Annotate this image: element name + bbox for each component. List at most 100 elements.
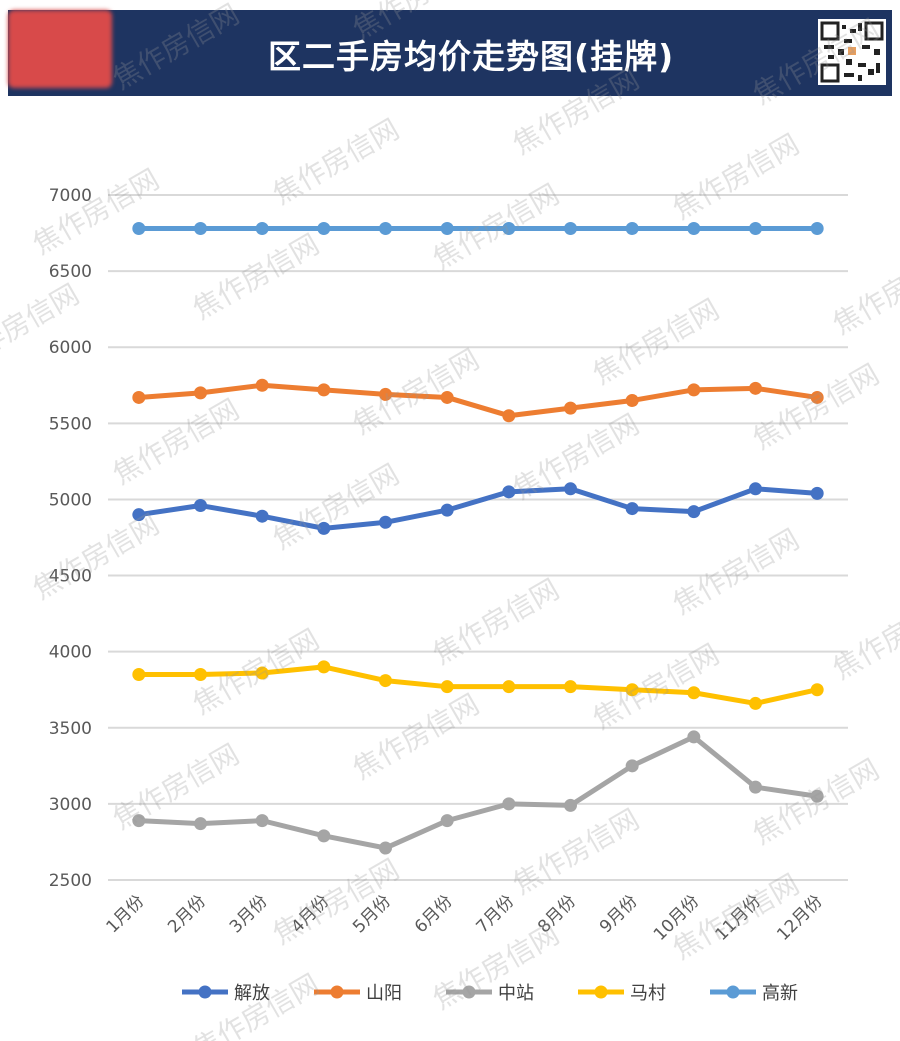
data-point bbox=[749, 696, 762, 710]
data-point bbox=[132, 668, 146, 681]
data-point bbox=[810, 221, 824, 235]
data-point bbox=[440, 221, 454, 235]
data-point bbox=[379, 674, 392, 688]
watermark: 焦作房信网 bbox=[187, 967, 325, 1041]
y-tick-label: 5000 bbox=[49, 490, 92, 510]
series-line-山阳 bbox=[138, 382, 818, 419]
watermark: 焦作房信网 bbox=[267, 457, 405, 556]
legend-label: 中站 bbox=[498, 983, 534, 1004]
series-line-中站 bbox=[138, 734, 818, 851]
data-point bbox=[749, 221, 762, 235]
data-point bbox=[440, 680, 454, 694]
banner-notch bbox=[112, 0, 272, 10]
legend-label: 山阳 bbox=[366, 983, 402, 1004]
data-point bbox=[440, 390, 454, 404]
y-tick-label: 6500 bbox=[49, 262, 92, 282]
data-point bbox=[502, 485, 516, 499]
watermark: 焦作房信网 bbox=[747, 752, 885, 851]
data-point bbox=[255, 814, 269, 828]
data-point bbox=[564, 401, 577, 415]
series-line-马村 bbox=[138, 664, 818, 706]
data-point bbox=[502, 409, 516, 423]
watermark: 焦作房信网 bbox=[827, 587, 900, 686]
data-point bbox=[317, 521, 331, 535]
watermark: 焦作房信网 bbox=[427, 572, 565, 671]
x-tick-label: 9月份 bbox=[596, 891, 642, 937]
watermark: 焦作房信网 bbox=[187, 622, 325, 721]
data-point bbox=[440, 814, 454, 828]
data-point bbox=[810, 390, 824, 404]
data-point bbox=[194, 668, 207, 681]
data-point bbox=[625, 394, 639, 407]
watermark: 焦作房信网 bbox=[107, 0, 245, 96]
data-point bbox=[810, 789, 824, 803]
watermark: 焦作房信网 bbox=[27, 162, 165, 261]
data-point bbox=[255, 509, 269, 523]
data-point bbox=[379, 221, 392, 235]
watermark: 焦作房信网 bbox=[267, 112, 405, 211]
legend-marker bbox=[462, 985, 476, 999]
watermark: 焦作房信网 bbox=[507, 62, 645, 161]
data-point bbox=[749, 482, 762, 496]
data-point bbox=[625, 502, 639, 516]
watermark: 焦作房信网 bbox=[347, 687, 485, 786]
x-tick-label: 3月份 bbox=[226, 891, 272, 937]
data-point bbox=[194, 221, 207, 235]
data-point bbox=[810, 486, 824, 500]
watermark: 焦作房信网 bbox=[747, 357, 885, 456]
data-point bbox=[317, 660, 331, 674]
data-point bbox=[687, 686, 701, 700]
data-point bbox=[132, 221, 146, 235]
y-tick-label: 6000 bbox=[49, 338, 92, 358]
x-tick-label: 1月份 bbox=[103, 891, 149, 937]
blurred-logo bbox=[8, 10, 112, 88]
x-tick-label: 7月份 bbox=[473, 891, 519, 937]
legend-marker bbox=[330, 985, 344, 999]
y-tick-label: 3000 bbox=[49, 795, 92, 815]
chart-title: 区二手房均价走势图(挂牌) bbox=[268, 37, 675, 76]
watermark: 焦作房信网 bbox=[587, 292, 725, 391]
data-point bbox=[625, 759, 639, 773]
data-point bbox=[317, 829, 331, 843]
data-point bbox=[749, 780, 762, 794]
data-point bbox=[564, 482, 577, 496]
data-point bbox=[255, 666, 269, 680]
data-point bbox=[749, 381, 762, 395]
y-tick-label: 7000 bbox=[49, 186, 92, 206]
legend-label: 高新 bbox=[762, 983, 798, 1004]
watermark: 焦作房信网 bbox=[667, 127, 805, 226]
data-point bbox=[317, 221, 331, 235]
data-point bbox=[132, 814, 146, 828]
y-tick-label: 3500 bbox=[49, 719, 92, 739]
data-point bbox=[132, 508, 146, 522]
watermark: 焦作房信网 bbox=[667, 522, 805, 621]
legend-marker bbox=[726, 985, 740, 999]
watermark: 焦作房信网 bbox=[187, 227, 325, 326]
legend-marker bbox=[198, 985, 212, 999]
data-point bbox=[502, 221, 516, 235]
data-point bbox=[317, 383, 331, 397]
data-point bbox=[810, 683, 824, 697]
data-point bbox=[194, 499, 207, 513]
data-point bbox=[687, 383, 701, 397]
watermark: 焦作房信网 bbox=[27, 507, 165, 606]
x-tick-label: 6月份 bbox=[411, 891, 457, 937]
legend-label: 马村 bbox=[630, 983, 666, 1004]
series-line-解放 bbox=[138, 486, 818, 531]
title-banner bbox=[8, 10, 892, 96]
data-point bbox=[440, 503, 454, 517]
data-point bbox=[132, 390, 146, 404]
data-point bbox=[502, 680, 516, 694]
data-point bbox=[194, 817, 207, 831]
watermark: 焦作房信网 bbox=[107, 392, 245, 491]
watermark: 焦作房信网 bbox=[507, 802, 645, 901]
y-tick-label: 4500 bbox=[49, 567, 92, 587]
data-point bbox=[379, 515, 392, 529]
y-tick-label: 2500 bbox=[49, 871, 92, 891]
data-point bbox=[687, 730, 701, 744]
watermark: 焦作房信网 bbox=[747, 12, 885, 111]
x-tick-label: 2月份 bbox=[164, 891, 210, 937]
data-point bbox=[625, 683, 639, 697]
data-point bbox=[625, 221, 639, 235]
